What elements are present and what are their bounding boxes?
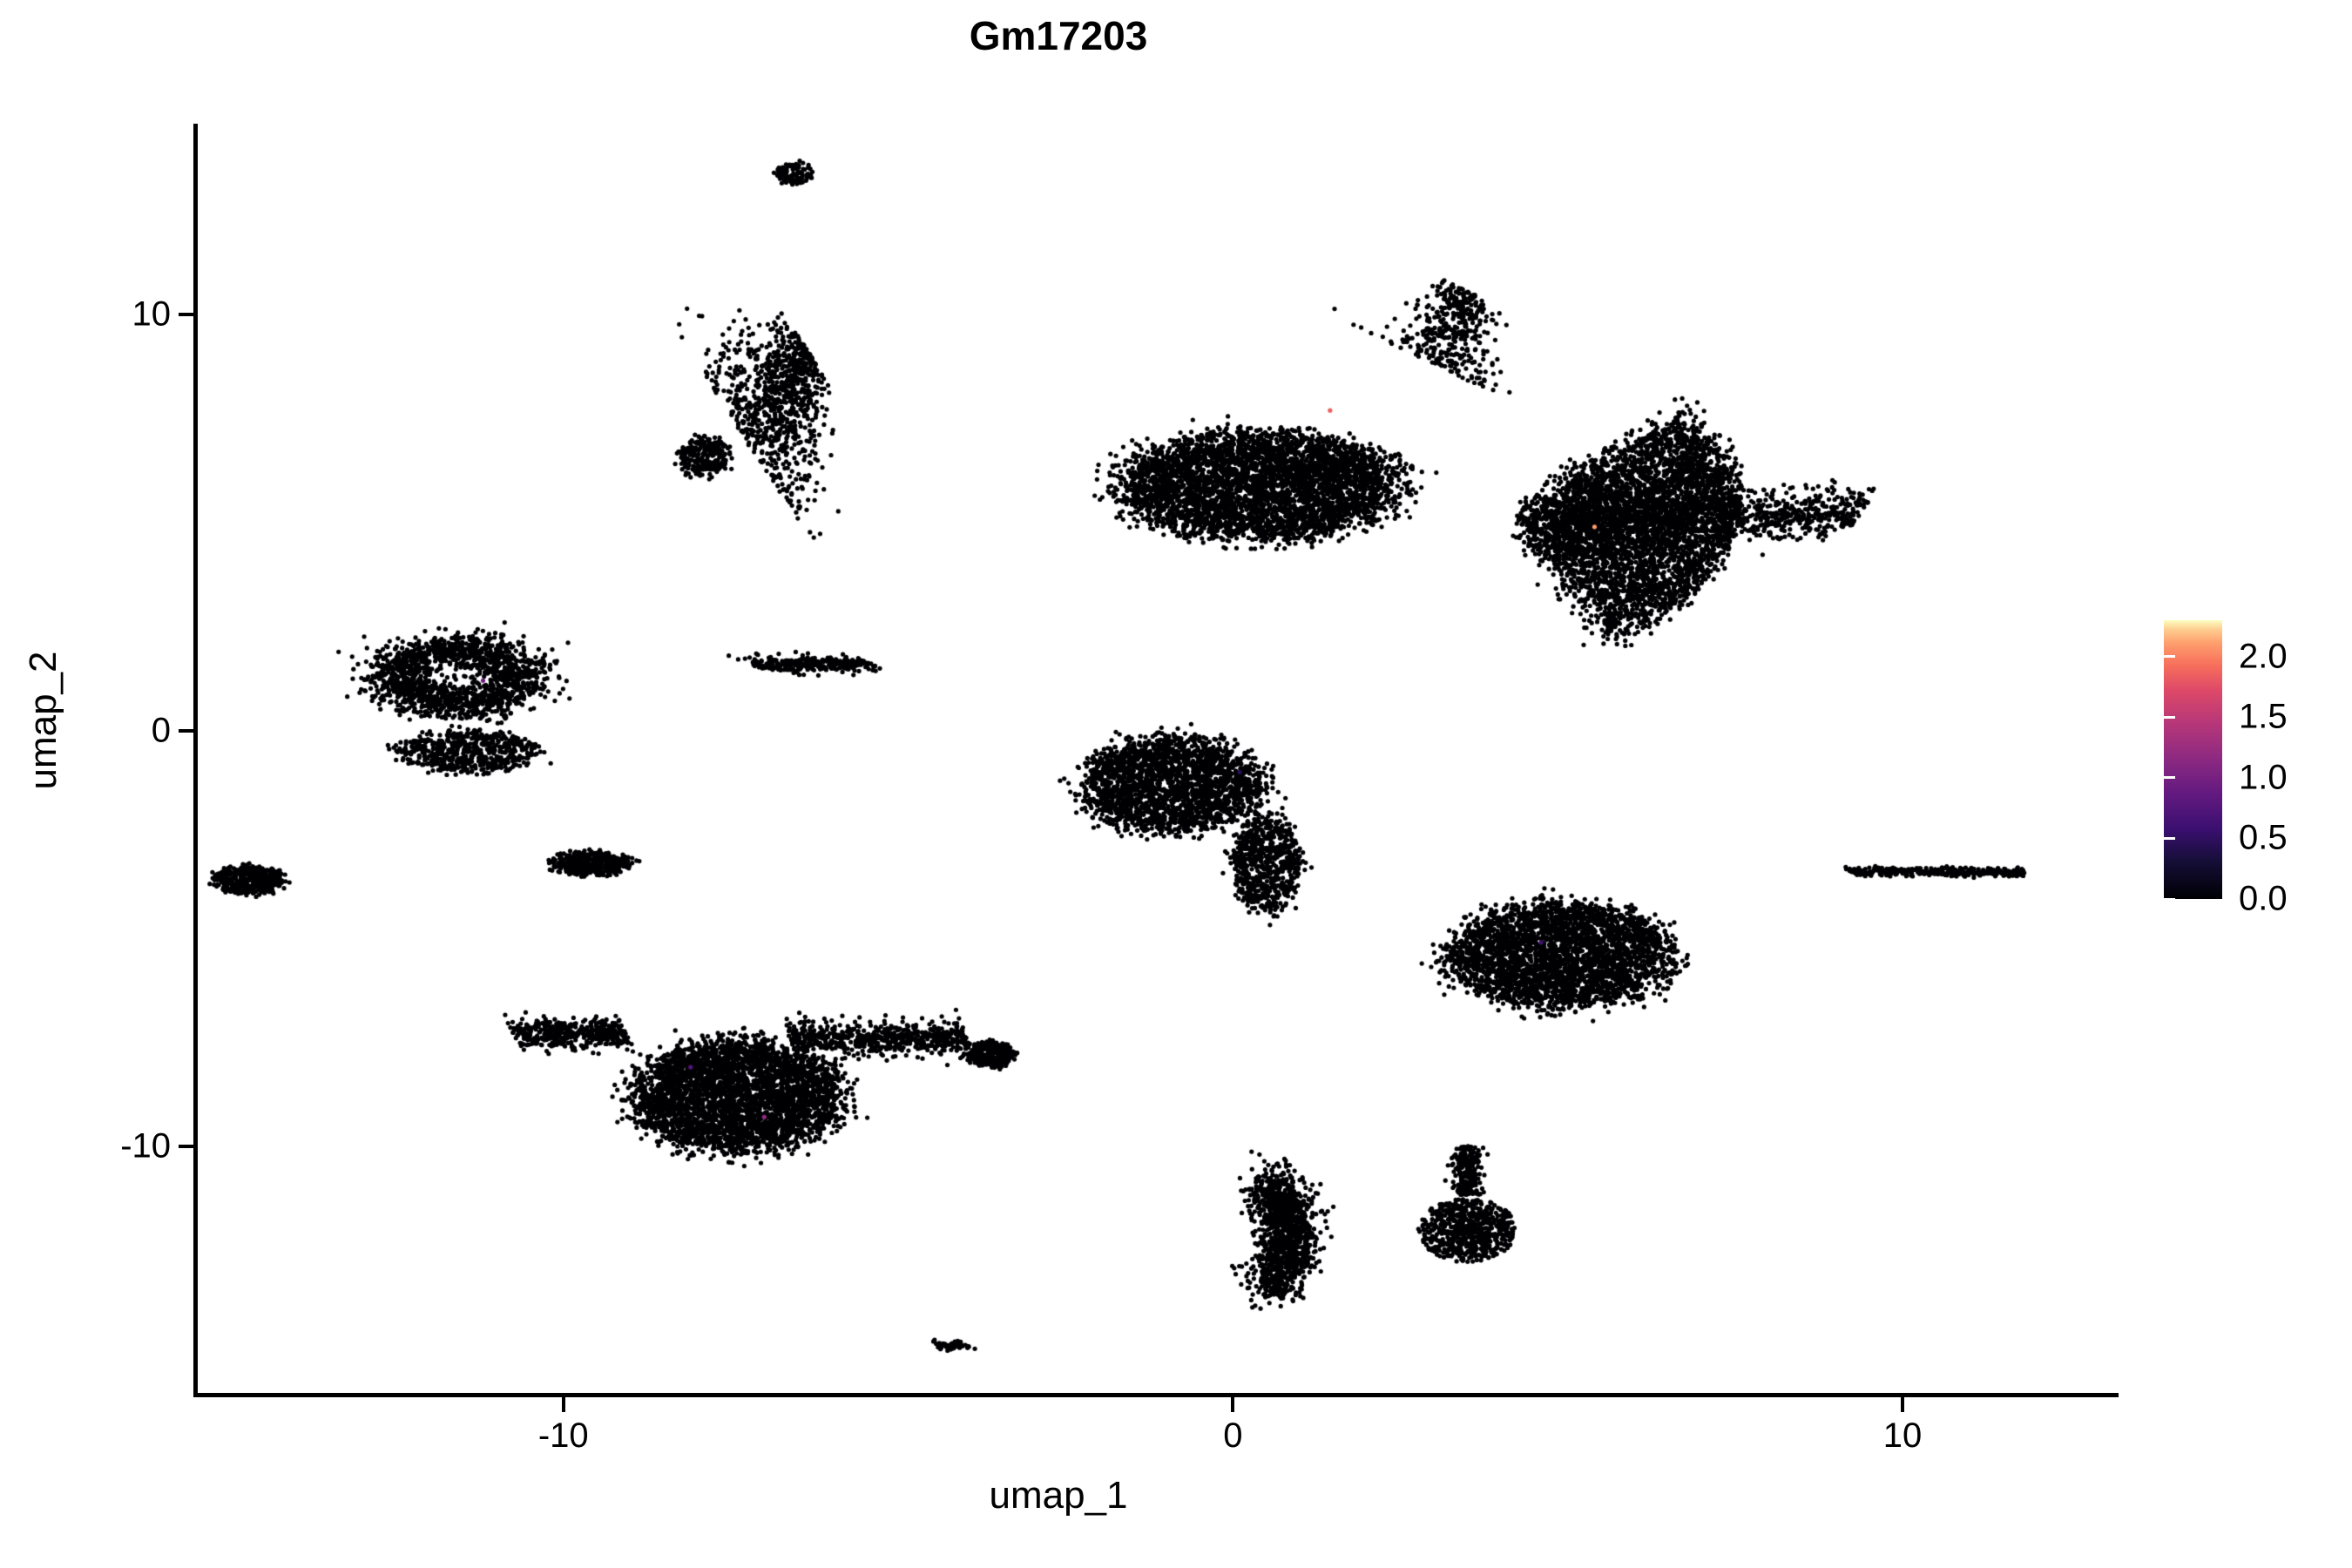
colorbar-tick-mark <box>2309 776 2321 780</box>
page-title: Gm17203 <box>969 13 1148 58</box>
y-tick-label: -10 <box>120 1126 171 1166</box>
x-tick-label: 10 <box>1882 1416 1923 1455</box>
colorbar-tick-label: 1.5 <box>2239 697 2288 736</box>
colorbar-tick-mark <box>2309 897 2321 901</box>
y-tick-mark <box>179 313 193 317</box>
x-axis-line <box>193 1393 2119 1397</box>
colorbar-tick-mark <box>2309 655 2321 659</box>
colorbar-tick-mark <box>2164 836 2175 840</box>
scatter-plot-canvas <box>195 124 2117 1396</box>
colorbar-tick-mark <box>2164 715 2175 719</box>
colorbar-gradient <box>2164 620 2222 899</box>
y-tick-mark <box>179 1144 193 1148</box>
y-axis-line <box>193 124 198 1397</box>
colorbar-tick-mark <box>2309 715 2321 719</box>
x-tick-mark <box>1231 1397 1235 1412</box>
y-tick-label: 10 <box>132 294 172 334</box>
x-tick-mark <box>561 1397 565 1412</box>
colorbar-tick-label: 0.5 <box>2239 818 2288 857</box>
colorbar-tick-mark <box>2309 836 2321 840</box>
colorbar-tick-label: 0.0 <box>2239 879 2288 918</box>
y-tick-label: 0 <box>151 711 171 750</box>
colorbar-tick-label: 1.0 <box>2239 758 2288 797</box>
x-axis-title: umap_1 <box>989 1474 1128 1517</box>
colorbar-tick-mark <box>2164 776 2175 780</box>
x-tick-mark <box>1901 1397 1905 1412</box>
x-tick-label: 0 <box>1223 1416 1243 1455</box>
y-tick-mark <box>179 728 193 733</box>
colorbar-tick-label: 2.0 <box>2239 637 2288 676</box>
colorbar-legend: 0.0 0.5 1.0 1.5 2.0 <box>2164 620 2321 918</box>
y-axis-title: umap_2 <box>22 651 64 790</box>
colorbar-tick-mark <box>2164 897 2175 901</box>
x-tick-label: -10 <box>537 1416 589 1455</box>
colorbar-tick-mark <box>2164 655 2175 659</box>
